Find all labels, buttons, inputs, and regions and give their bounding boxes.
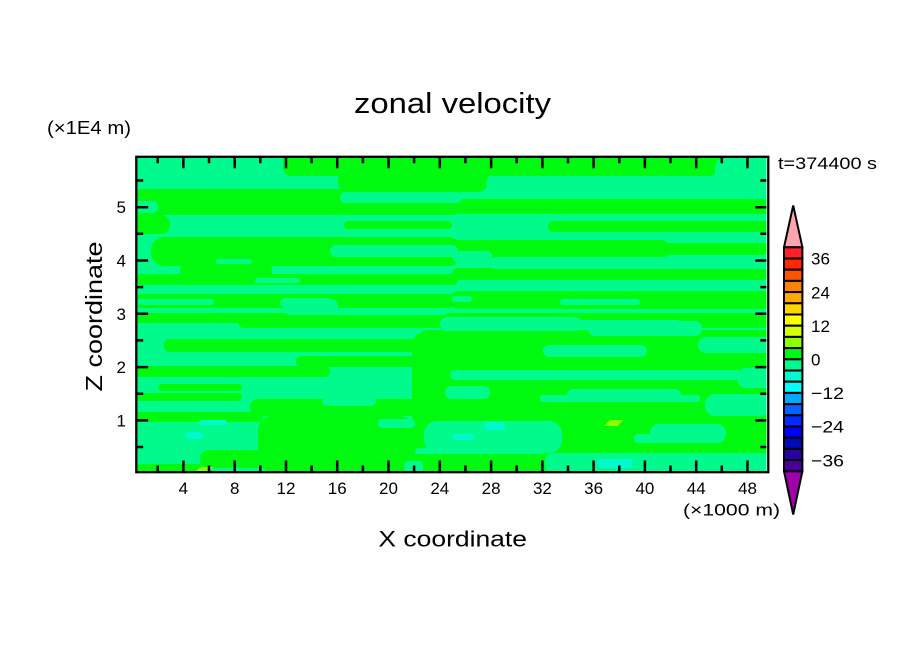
svg-text:zonal velocity: zonal velocity [354, 88, 552, 120]
svg-text:32: 32 [533, 479, 552, 498]
svg-text:X coordinate: X coordinate [378, 526, 527, 551]
svg-text:16: 16 [328, 479, 347, 498]
svg-text:−12: −12 [811, 384, 844, 403]
svg-text:−36: −36 [811, 451, 844, 470]
svg-text:44: 44 [687, 479, 706, 498]
svg-text:12: 12 [277, 479, 296, 498]
svg-text:36: 36 [584, 479, 603, 498]
svg-text:1: 1 [117, 411, 126, 430]
svg-text:−24: −24 [811, 418, 844, 437]
svg-text:4: 4 [179, 479, 188, 498]
svg-text:2: 2 [117, 358, 126, 377]
svg-text:40: 40 [635, 479, 654, 498]
svg-text:t=374400 s: t=374400 s [778, 154, 877, 173]
svg-text:8: 8 [230, 479, 239, 498]
svg-text:36: 36 [811, 250, 830, 269]
svg-text:3: 3 [117, 305, 126, 324]
svg-text:20: 20 [379, 479, 398, 498]
svg-text:12: 12 [811, 317, 830, 336]
svg-text:24: 24 [811, 283, 830, 302]
svg-text:(×1000 m): (×1000 m) [683, 501, 780, 520]
svg-text:48: 48 [738, 479, 757, 498]
svg-text:(×1E4 m): (×1E4 m) [47, 118, 131, 138]
svg-text:24: 24 [430, 479, 449, 498]
svg-text:Z coordinate: Z coordinate [81, 242, 107, 392]
svg-text:5: 5 [117, 198, 126, 217]
svg-text:0: 0 [811, 351, 820, 370]
svg-text:4: 4 [117, 252, 126, 271]
svg-text:28: 28 [482, 479, 501, 498]
